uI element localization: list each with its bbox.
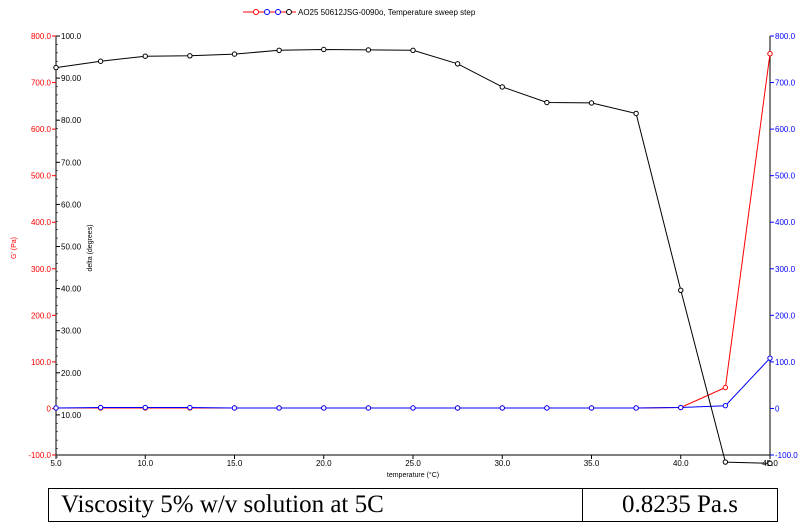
- data-point-right: [454, 405, 461, 411]
- y-tick-label-left: 800.0: [31, 32, 52, 41]
- viscosity-label: Viscosity 5% w/v solution at 5C: [48, 488, 583, 522]
- y-tick-label-delta: 60.00: [61, 200, 82, 209]
- y-tick-label-left: 400.0: [31, 218, 52, 227]
- legend-markers: [243, 9, 296, 15]
- data-point-right: [276, 405, 282, 411]
- data-point-right: [231, 405, 238, 411]
- y-tick-label-delta: 30.00: [61, 327, 82, 336]
- y-tick-label-delta: 10.00: [61, 411, 82, 420]
- legend-marker: [275, 9, 281, 15]
- y-tick-label-left: 100.0: [31, 358, 52, 367]
- data-point-delta: [722, 459, 729, 465]
- data-point-delta: [633, 110, 639, 117]
- data-point-delta: [588, 100, 595, 106]
- x-tick-label: 5.0: [50, 459, 62, 468]
- y-tick-label-left: 200.0: [31, 311, 52, 320]
- x-tick-label: 40.0: [673, 459, 689, 468]
- data-point-delta: [544, 99, 550, 106]
- data-point-delta: [678, 287, 684, 293]
- y-tick-label-left: 600.0: [31, 125, 52, 134]
- legend-marker: [264, 9, 270, 15]
- chart-title-group: AO25 50612JSG-0090o, Temperature sweep s…: [243, 8, 476, 17]
- data-point-delta: [231, 51, 238, 57]
- data-point-delta: [365, 47, 372, 53]
- y-tick-label-left: 500.0: [31, 172, 52, 181]
- y-tick-label-left: -100.0: [28, 451, 51, 460]
- viscosity-table: Viscosity 5% w/v solution at 5C 0.8235 P…: [48, 488, 778, 522]
- x-tick-label: 35.0: [584, 459, 600, 468]
- y-tick-label-right: 100.0: [775, 358, 796, 367]
- data-point-right: [97, 404, 104, 411]
- axis-ticks: 5.010.015.020.025.030.035.040.045.0-100.…: [28, 32, 798, 468]
- y-tick-label-delta: 20.00: [61, 369, 82, 378]
- data-point-right: [321, 405, 327, 411]
- series-line-right: [55, 357, 771, 409]
- x-axis-label: temperature (°C): [387, 471, 439, 479]
- data-point-right: [53, 405, 59, 411]
- y-axis-label-delta: delta (degrees): [87, 224, 94, 271]
- y-tick-label-delta: 70.00: [61, 158, 82, 167]
- y-tick-label-right: 400.0: [775, 218, 796, 227]
- data-point-delta: [499, 84, 505, 90]
- data-point-delta: [142, 53, 148, 59]
- y-tick-label-left: 300.0: [31, 265, 52, 274]
- data-point-right: [142, 404, 148, 411]
- data-point-delta: [53, 64, 59, 71]
- y-tick-label-right: 200.0: [775, 311, 796, 320]
- data-point-right: [544, 405, 550, 411]
- chart-title: AO25 50612JSG-0090o, Temperature sweep s…: [298, 8, 476, 17]
- series-line-left: [56, 53, 771, 409]
- y-tick-label-delta: 80.00: [61, 116, 82, 125]
- data-point-right: [678, 404, 684, 411]
- y-tick-label-delta: 50.00: [61, 243, 82, 252]
- y-tick-label-right: 600.0: [775, 125, 796, 134]
- data-point-delta: [187, 53, 193, 59]
- y-tick-label-right: 500.0: [775, 172, 796, 181]
- y-tick-label-right: 300.0: [775, 265, 796, 274]
- y-tick-label-right: -100.0: [775, 451, 798, 460]
- y-tick-label-delta: 40.00: [61, 285, 82, 294]
- data-point-left: [722, 384, 729, 391]
- data-point-delta: [97, 58, 104, 64]
- data-point-right: [633, 405, 639, 411]
- legend-marker: [253, 9, 259, 15]
- x-tick-label: 30.0: [494, 459, 510, 468]
- y-tick-label-right: 700.0: [775, 79, 796, 88]
- series-line-delta: [55, 48, 771, 464]
- data-point-delta: [410, 47, 416, 54]
- data-point-delta: [767, 460, 773, 467]
- data-point-right: [499, 405, 505, 411]
- y-tick-label-right: 0: [775, 404, 780, 413]
- data-point-right: [767, 355, 773, 361]
- legend-marker: [286, 9, 292, 15]
- data-point-delta: [276, 47, 282, 54]
- data-point-delta: [454, 61, 461, 67]
- data-point-right: [187, 404, 193, 411]
- viscosity-row: Viscosity 5% w/v solution at 5C 0.8235 P…: [48, 488, 778, 522]
- y-tick-label-delta: 90.00: [61, 74, 82, 83]
- data-point-right: [588, 405, 595, 411]
- y-tick-label-delta: 100.0: [61, 32, 82, 41]
- data-point-right: [410, 405, 416, 411]
- x-tick-label: 15.0: [227, 459, 243, 468]
- y-tick-label-right: 800.0: [775, 32, 796, 41]
- data-point-right: [365, 405, 372, 411]
- viscosity-value: 0.8235 Pa.s: [582, 488, 778, 522]
- y-tick-label-left: 700.0: [31, 79, 52, 88]
- data-point-left: [767, 50, 773, 57]
- x-tick-label: 20.0: [316, 459, 332, 468]
- data-point-right: [722, 402, 729, 409]
- series-group: [53, 46, 773, 467]
- x-tick-label: 25.0: [405, 459, 421, 468]
- x-tick-label: 10.0: [137, 459, 153, 468]
- y-tick-label-left: 0: [47, 404, 52, 413]
- data-point-delta: [321, 46, 327, 53]
- temperature-sweep-chart: AO25 50612JSG-0090o, Temperature sweep s…: [11, 8, 798, 479]
- y-axis-label-left: G' (Pa): [11, 237, 18, 259]
